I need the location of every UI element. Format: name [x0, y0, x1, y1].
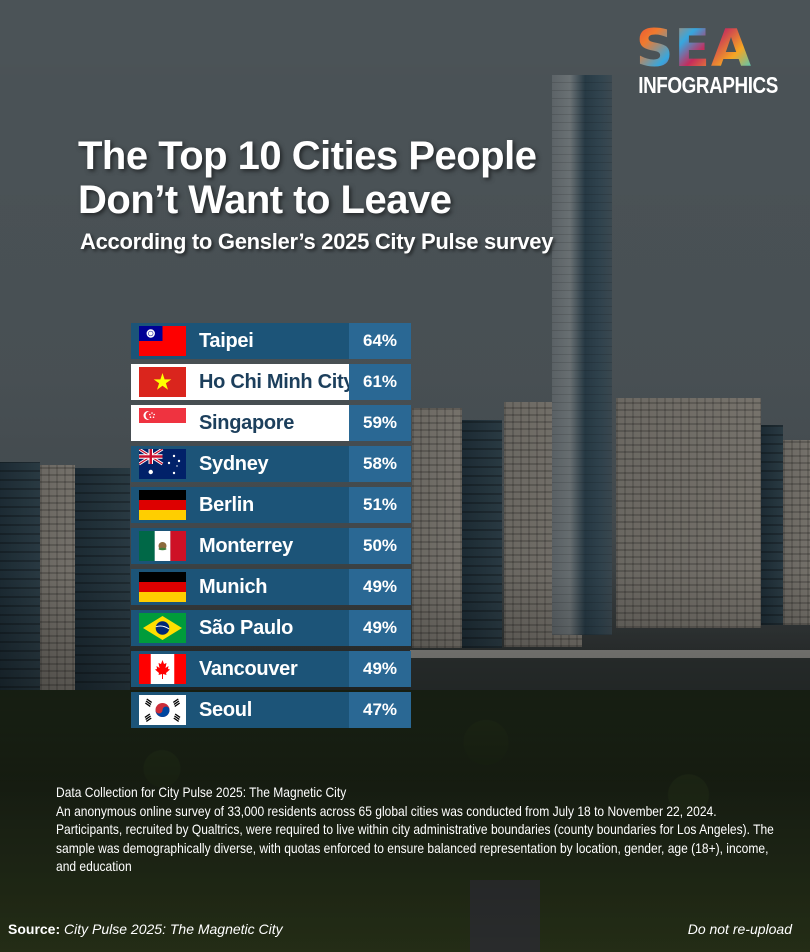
river	[410, 655, 810, 695]
reupload-notice: Do not re-upload	[687, 921, 792, 937]
percentage-value: 49%	[349, 610, 411, 646]
percentage-value: 58%	[349, 446, 411, 482]
table-row: Vancouver 49%	[131, 651, 411, 687]
city-name: Berlin	[199, 494, 254, 516]
source-label: Source:	[8, 921, 61, 937]
note-body: An anonymous online survey of 33,000 res…	[56, 802, 774, 875]
table-row: Sydney 58%	[131, 446, 411, 482]
table-row: Taipei 64%	[131, 323, 411, 359]
percentage-value: 64%	[349, 323, 411, 359]
city-name: Sydney	[199, 453, 269, 475]
city-name: Ho Chi Minh City	[199, 371, 355, 393]
city-ranking-table: Taipei 64% Ho Chi Minh City 61%	[131, 323, 411, 733]
methodology-note: Data Collection for City Pulse 2025: The…	[56, 783, 778, 876]
road	[470, 880, 540, 952]
table-row: Ho Chi Minh City 61%	[131, 364, 411, 400]
percentage-value: 50%	[349, 528, 411, 564]
building	[75, 468, 130, 728]
table-row: Monterrey 50%	[131, 528, 411, 564]
flag-vietnam-icon	[139, 367, 186, 397]
city-name: Monterrey	[199, 535, 293, 557]
flag-germany-icon	[139, 490, 186, 520]
percentage-value: 59%	[349, 405, 411, 441]
sea-infographics-logo: SEA INFOGRAPHICS	[626, 23, 778, 99]
percentage-value: 47%	[349, 692, 411, 728]
building	[616, 398, 761, 628]
flag-mexico-icon	[139, 531, 186, 561]
flag-taiwan-icon	[139, 326, 186, 356]
page-subtitle: According to Gensler’s 2025 City Pulse s…	[80, 229, 554, 254]
city-name: Taipei	[199, 330, 254, 352]
logo-brand: SEA	[626, 23, 762, 75]
logo-subtext: INFOGRAPHICS	[638, 72, 778, 98]
source-credit: Source: City Pulse 2025: The Magnetic Ci…	[8, 921, 283, 937]
table-row: Berlin 51%	[131, 487, 411, 523]
flag-canada-icon	[139, 654, 186, 684]
building	[783, 440, 810, 625]
building	[462, 420, 502, 648]
page-title: The Top 10 Cities People Don’t Want to L…	[78, 134, 638, 222]
flag-brazil-icon	[139, 613, 186, 643]
flag-germany-icon	[139, 572, 186, 602]
table-row: Seoul 47%	[131, 692, 411, 728]
table-row: Munich 49%	[131, 569, 411, 605]
title-line-2: Don’t Want to Leave	[78, 178, 452, 222]
city-name: Munich	[199, 576, 268, 598]
city-name: Seoul	[199, 699, 252, 721]
building	[412, 408, 462, 648]
percentage-value: 49%	[349, 651, 411, 687]
flag-australia-icon	[139, 449, 186, 479]
source-value: City Pulse 2025: The Magnetic City	[64, 921, 283, 937]
building	[761, 425, 783, 625]
note-title: Data Collection for City Pulse 2025: The…	[56, 784, 347, 800]
city-name: Vancouver	[199, 658, 298, 680]
park-trees	[0, 690, 810, 952]
bridge	[410, 650, 810, 658]
landmark-tower	[552, 75, 612, 635]
percentage-value: 61%	[349, 364, 411, 400]
city-name: São Paulo	[199, 617, 293, 639]
flag-singapore-icon	[139, 408, 186, 438]
title-line-1: The Top 10 Cities People	[78, 134, 537, 178]
table-row: São Paulo 49%	[131, 610, 411, 646]
percentage-value: 51%	[349, 487, 411, 523]
city-name: Singapore	[199, 412, 295, 434]
percentage-value: 49%	[349, 569, 411, 605]
table-row: Singapore 59%	[131, 405, 411, 441]
flag-south-korea-icon	[139, 695, 186, 725]
